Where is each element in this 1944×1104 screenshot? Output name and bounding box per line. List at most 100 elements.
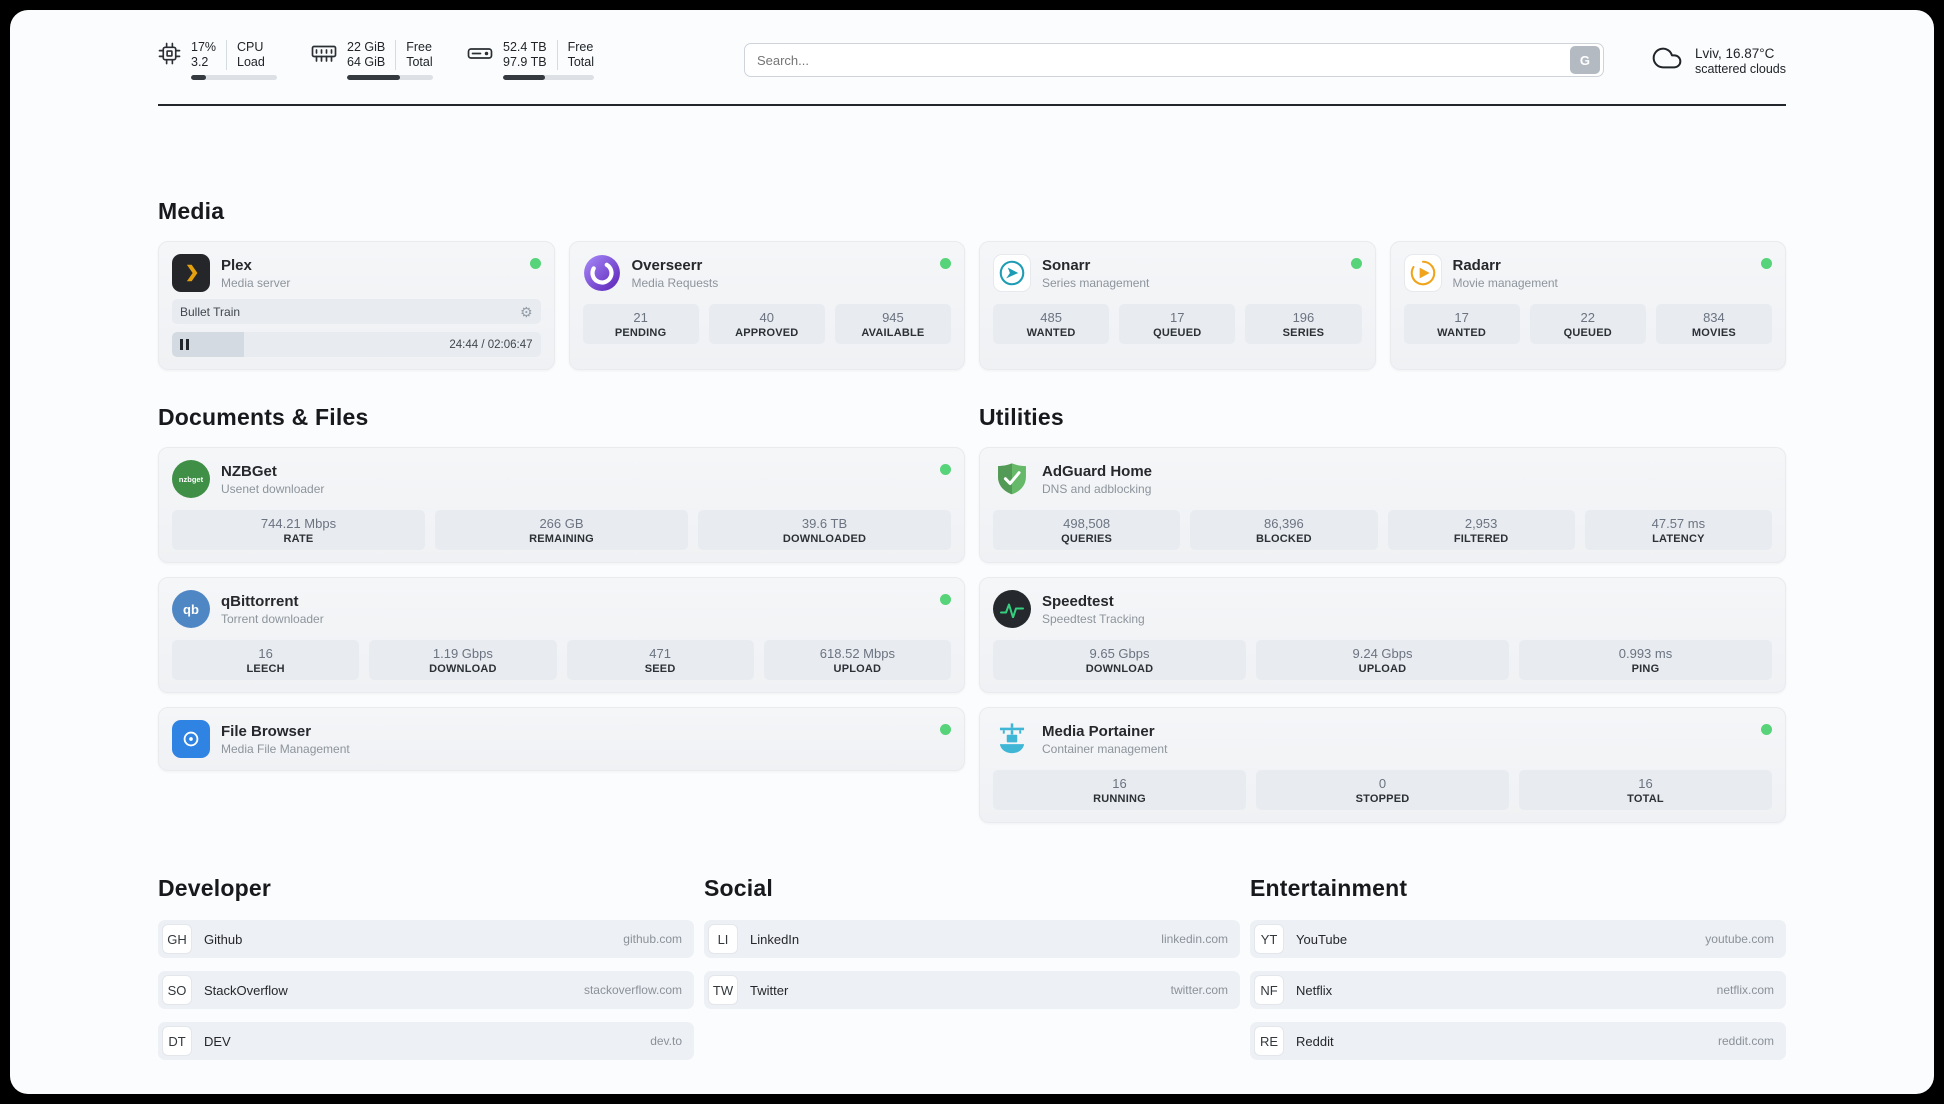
stat-label: SEED: [644, 663, 676, 675]
radarr-app-link[interactable]: Radarr Movie management: [1403, 254, 1772, 292]
stat-tile: 21 PENDING: [582, 304, 699, 344]
app-card-radarr: Radarr Movie management 17 WANTED 22 QUE…: [1389, 241, 1786, 370]
stat-tile: 9.24 Gbps UPLOAD: [1256, 640, 1509, 680]
player-progress-fill: [172, 332, 244, 357]
app-card-sonarr: Sonarr Series management 485 WANTED 17 Q…: [979, 241, 1376, 370]
nzbget-icon-text: nzbget: [178, 474, 204, 484]
app-subtitle: DNS and adblocking: [1042, 481, 1152, 496]
disk-free-label: Free: [567, 40, 594, 54]
app-name: Plex: [221, 256, 252, 274]
stat-label: PING: [1631, 663, 1660, 675]
status-indicator: [1350, 258, 1362, 269]
stat-tile: 471 SEED: [566, 640, 754, 680]
app-card-overseerr: Overseerr Media Requests 21 PENDING 40 A…: [568, 241, 965, 370]
bookmark-reddit[interactable]: RE Reddit reddit.com: [1250, 1022, 1786, 1060]
qbittorrent-app-link[interactable]: qb qBittorrent Torrent downloader: [172, 590, 951, 628]
stat-value: 21: [633, 310, 648, 325]
stat-label: LEECH: [246, 663, 285, 675]
adguard-app-link[interactable]: AdGuard Home DNS and adblocking: [993, 460, 1772, 498]
bookmark-url: dev.to: [650, 1034, 682, 1048]
section-documents: Documents & Files nzbget NZBGet Usenet d…: [158, 404, 965, 771]
app-name: NZBGet: [221, 462, 277, 480]
qbittorrent-icon: qb: [172, 590, 210, 628]
system-stats: 17% 3.2 CPU Load: [158, 40, 594, 80]
pause-icon[interactable]: [180, 339, 189, 350]
search-engine-button[interactable]: G: [1569, 46, 1600, 74]
cpu-load-value: 3.2: [191, 55, 209, 69]
stat-value: 0: [1378, 776, 1387, 791]
bookmark-name: Twitter: [750, 982, 789, 998]
cpu-stats: 17% 3.2 CPU Load: [158, 40, 277, 80]
status-indicator: [940, 724, 951, 735]
stat-tile: 16 LEECH: [172, 640, 360, 680]
app-subtitle: Movie management: [1452, 275, 1558, 290]
stat-tile: 834 MOVIES: [1655, 304, 1773, 344]
bookmark-dev[interactable]: DT DEV dev.to: [158, 1022, 694, 1060]
section-utilities: Utilities AdGuard Home DNS and adblockin…: [979, 404, 1786, 823]
filebrowser-app-link[interactable]: File Browser Media File Management: [172, 720, 951, 758]
bookmark-linkedin[interactable]: LI LinkedIn linkedin.com: [704, 920, 1240, 958]
ram-progress-bar: [347, 75, 433, 80]
stat-tile: 0 STOPPED: [1256, 770, 1509, 810]
stat-tile: 196 SERIES: [1245, 304, 1362, 344]
app-name: qBittorrent: [221, 592, 299, 610]
disk-progress-fill: [503, 75, 545, 80]
app-card-adguard: AdGuard Home DNS and adblocking 498,508 …: [979, 447, 1786, 563]
disk-free-value: 52.4 TB: [503, 40, 547, 54]
stat-divider: [226, 40, 228, 70]
cpu-label: CPU: [237, 40, 264, 54]
stat-label: REMAINING: [529, 533, 594, 545]
qbittorrent-icon-text: qb: [183, 601, 199, 617]
overseerr-app-link[interactable]: Overseerr Media Requests: [583, 254, 951, 292]
gear-icon[interactable]: ⚙: [519, 303, 533, 320]
player-controls[interactable]: 24:44 / 02:06:47: [172, 332, 541, 357]
sonarr-app-link[interactable]: Sonarr Series management: [993, 254, 1362, 292]
stat-value: 86,396: [1263, 516, 1304, 531]
stat-value: 16: [1112, 776, 1127, 791]
cpu-progress-fill: [191, 75, 206, 80]
plex-app-link[interactable]: Plex Media server: [172, 254, 541, 292]
app-subtitle: Series management: [1042, 275, 1150, 290]
app-card-speedtest: Speedtest Speedtest Tracking 9.65 Gbps D…: [979, 577, 1786, 693]
stat-tile: 22 QUEUED: [1529, 304, 1646, 344]
overseerr-icon: [583, 254, 621, 292]
stat-label: TOTAL: [1627, 793, 1664, 805]
plex-icon: [172, 254, 210, 292]
stat-value: 22: [1580, 310, 1595, 325]
bookmark-url: github.com: [623, 932, 682, 946]
stat-label: SERIES: [1282, 327, 1325, 339]
bookmark-stackoverflow[interactable]: SO StackOverflow stackoverflow.com: [158, 971, 694, 1009]
bookmark-github[interactable]: GH Github github.com: [158, 920, 694, 958]
bookmark-netflix[interactable]: NF Netflix netflix.com: [1250, 971, 1786, 1009]
bookmark-twitter[interactable]: TW Twitter twitter.com: [704, 971, 1240, 1009]
stat-tile: 16 RUNNING: [993, 770, 1246, 810]
ram-total-value: 64 GiB: [347, 55, 386, 69]
stat-divider: [395, 40, 397, 70]
bookmark-youtube[interactable]: YT YouTube youtube.com: [1250, 920, 1786, 958]
app-name: File Browser: [221, 722, 312, 740]
status-indicator: [529, 258, 541, 269]
portainer-app-link[interactable]: Media Portainer Container management: [993, 720, 1772, 758]
stat-value: 945: [882, 310, 904, 325]
documents-section-title: Documents & Files: [158, 404, 369, 430]
app-name: Media Portainer: [1042, 722, 1155, 740]
nzbget-app-link[interactable]: nzbget NZBGet Usenet downloader: [172, 460, 951, 498]
nzbget-icon: nzbget: [172, 460, 210, 498]
bookmark-url: youtube.com: [1705, 932, 1774, 946]
now-playing-row: Bullet Train ⚙: [172, 299, 541, 324]
status-indicator: [1761, 724, 1772, 735]
radarr-icon: [1403, 254, 1442, 292]
top-bar: 17% 3.2 CPU Load: [158, 40, 1786, 80]
app-name: Overseerr: [631, 256, 703, 274]
speedtest-app-link[interactable]: Speedtest Speedtest Tracking: [993, 590, 1772, 628]
bookmark-name: DEV: [204, 1033, 231, 1049]
stat-tile: 40 APPROVED: [708, 304, 825, 344]
stat-label: STOPPED: [1355, 793, 1410, 805]
bookmark-name: Github: [204, 931, 243, 947]
social-section-title: Social: [704, 875, 773, 901]
app-name: AdGuard Home: [1042, 462, 1153, 480]
stat-label: DOWNLOAD: [1085, 663, 1154, 675]
stat-tile: 16 TOTAL: [1519, 770, 1772, 810]
search-input[interactable]: [756, 52, 1570, 68]
stat-value: 266 GB: [539, 516, 584, 531]
